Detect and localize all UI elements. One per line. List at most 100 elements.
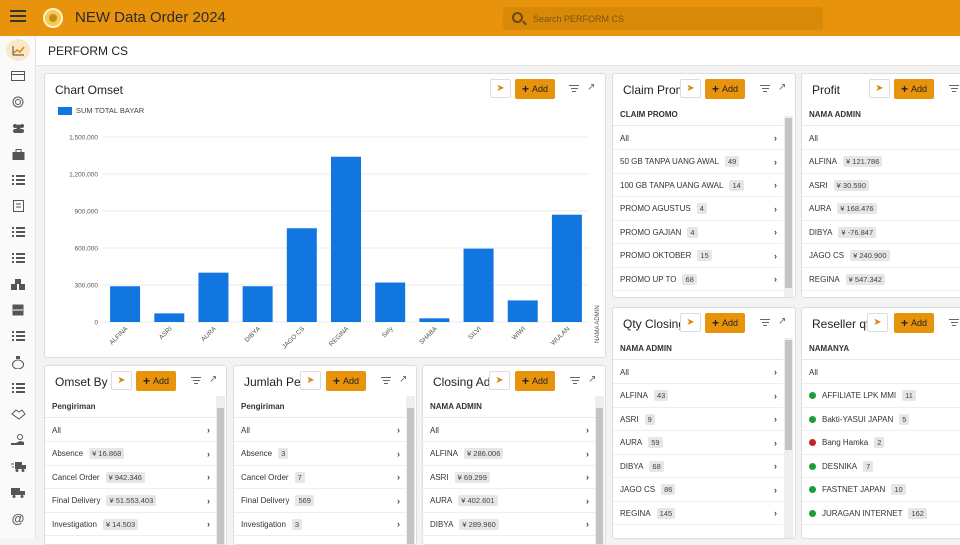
list-item[interactable]: Final Delivery ¥ 51.553.403 › <box>45 490 216 513</box>
document-icon[interactable] <box>6 195 30 217</box>
scrollbar-thumb[interactable] <box>596 408 603 544</box>
add-button[interactable]: + Add <box>515 371 555 391</box>
send-icon[interactable]: ➤ <box>869 79 890 98</box>
send-icon[interactable]: ➤ <box>867 313 888 332</box>
filter-option-all[interactable]: All › <box>234 419 406 442</box>
list-item[interactable]: FASTNET JAPAN 10 <box>802 479 960 502</box>
filter-icon[interactable] <box>949 85 959 93</box>
bar[interactable] <box>154 313 185 322</box>
list-item[interactable]: REGINA ¥ 547.342 <box>802 268 960 291</box>
truck-fast-icon[interactable] <box>6 455 30 477</box>
list-item[interactable]: PROMO UP TO 68 › <box>613 268 783 291</box>
filter-icon[interactable] <box>760 319 770 327</box>
search-bar[interactable] <box>503 7 823 30</box>
add-button[interactable]: + Add <box>705 79 745 99</box>
list-item[interactable]: ASRI ¥ 69.299 › <box>423 466 595 489</box>
bar[interactable] <box>419 318 450 322</box>
bar[interactable] <box>551 214 582 322</box>
bar[interactable] <box>242 286 273 322</box>
handshake-icon[interactable] <box>6 403 30 425</box>
list-item[interactable]: Investigation ¥ 14.503 › <box>45 513 216 536</box>
send-icon[interactable]: ➤ <box>300 371 321 390</box>
bar[interactable] <box>286 228 317 322</box>
list-item[interactable]: DIBYA ¥ -76.847 <box>802 221 960 244</box>
expand-icon[interactable]: ↗ <box>588 374 597 385</box>
scrollbar-thumb[interactable] <box>785 118 792 288</box>
send-icon[interactable]: ➤ <box>680 313 701 332</box>
chart-line-icon[interactable] <box>6 39 30 61</box>
list-item[interactable]: PROMO GAJIAN 4 › <box>613 221 783 244</box>
add-button[interactable]: + Add <box>894 313 934 333</box>
expand-icon[interactable]: ↗ <box>209 374 218 385</box>
bar[interactable] <box>331 156 361 322</box>
list-item[interactable]: ALFINA 43 › <box>613 385 783 408</box>
scrollbar[interactable] <box>784 338 793 538</box>
filter-option-all[interactable]: All › <box>45 419 216 442</box>
list-item[interactable]: REGINA 145 › <box>613 502 783 525</box>
send-icon[interactable]: ➤ <box>490 79 511 98</box>
add-button[interactable]: + Add <box>515 79 555 99</box>
bar[interactable] <box>110 286 141 322</box>
expand-icon[interactable]: ↗ <box>399 374 408 385</box>
fingerprint-icon[interactable] <box>6 91 30 113</box>
bar[interactable] <box>375 282 406 322</box>
filter-icon[interactable] <box>191 377 201 385</box>
list-item[interactable]: Cancel Order ¥ 942.346 › <box>45 466 216 489</box>
expand-icon[interactable]: ↗ <box>778 316 787 327</box>
cabinet-icon[interactable] <box>6 299 30 321</box>
list-item[interactable]: AFFILIATE LPK MMI 11 <box>802 385 960 408</box>
list-icon[interactable] <box>6 325 30 347</box>
scrollbar[interactable] <box>216 396 225 544</box>
list-item[interactable]: ALFINA ¥ 286.006 › <box>423 443 595 466</box>
expand-icon[interactable]: ↗ <box>587 82 596 93</box>
menu-icon[interactable] <box>10 10 26 24</box>
hand-coin-icon[interactable] <box>6 429 30 451</box>
list-item[interactable]: Bakti-YASUI JAPAN 5 <box>802 408 960 431</box>
send-icon[interactable]: ➤ <box>489 371 510 390</box>
search-input[interactable] <box>533 11 813 26</box>
list-item[interactable]: 50 GB TANPA UANG AWAL 49 › <box>613 151 783 174</box>
truck-icon[interactable] <box>6 481 30 503</box>
scrollbar-thumb[interactable] <box>407 408 414 544</box>
list-item[interactable]: AURA 59 › <box>613 432 783 455</box>
filter-icon[interactable] <box>570 377 580 385</box>
send-icon[interactable]: ➤ <box>111 371 132 390</box>
add-button[interactable]: + Add <box>705 313 745 333</box>
list-item[interactable]: DIBYA 68 › <box>613 455 783 478</box>
list-item[interactable]: JAGO CS ¥ 240.900 <box>802 245 960 268</box>
filter-option-all[interactable]: All <box>802 361 960 384</box>
filter-icon[interactable] <box>569 85 579 93</box>
filter-option-all[interactable]: All › <box>613 127 783 150</box>
list-icon[interactable] <box>6 169 30 191</box>
money-bag-icon[interactable] <box>6 351 30 373</box>
send-icon[interactable]: ➤ <box>680 79 701 98</box>
filter-option-all[interactable]: All › <box>613 361 783 384</box>
briefcase-icon[interactable] <box>6 143 30 165</box>
list-item[interactable]: JAGO CS 86 › <box>613 479 783 502</box>
filter-icon[interactable] <box>949 319 959 327</box>
list-item[interactable]: Absence 3 › <box>234 443 406 466</box>
bar[interactable] <box>463 248 494 322</box>
users-icon[interactable] <box>6 117 30 139</box>
scrollbar[interactable] <box>406 396 415 544</box>
list-item[interactable]: 100 GB TANPA UANG AWAL 14 › <box>613 174 783 197</box>
list-item[interactable]: AURA ¥ 168.476 <box>802 198 960 221</box>
list-item[interactable]: ALFINA ¥ 121.786 <box>802 151 960 174</box>
at-icon[interactable]: @ <box>11 510 25 526</box>
scrollbar-thumb[interactable] <box>217 408 224 544</box>
list-icon[interactable] <box>6 221 30 243</box>
scrollbar[interactable] <box>784 116 793 297</box>
list-icon[interactable] <box>6 247 30 269</box>
list-item[interactable]: DESNIKA 7 <box>802 455 960 478</box>
add-button[interactable]: + Add <box>326 371 366 391</box>
list-item[interactable]: JURAGAN INTERNET 162 <box>802 502 960 525</box>
list-item[interactable]: DIBYA ¥ 289.960 › <box>423 513 595 536</box>
list-item[interactable]: Final Delivery 569 › <box>234 490 406 513</box>
list-item[interactable]: ASRI 9 › <box>613 408 783 431</box>
filter-icon[interactable] <box>760 85 770 93</box>
add-button[interactable]: + Add <box>894 79 934 99</box>
list-item[interactable]: Absence ¥ 16.868 › <box>45 443 216 466</box>
filter-option-all[interactable]: All <box>802 127 960 150</box>
list-item[interactable]: Bang Hamka 2 <box>802 432 960 455</box>
bar[interactable] <box>198 272 229 322</box>
